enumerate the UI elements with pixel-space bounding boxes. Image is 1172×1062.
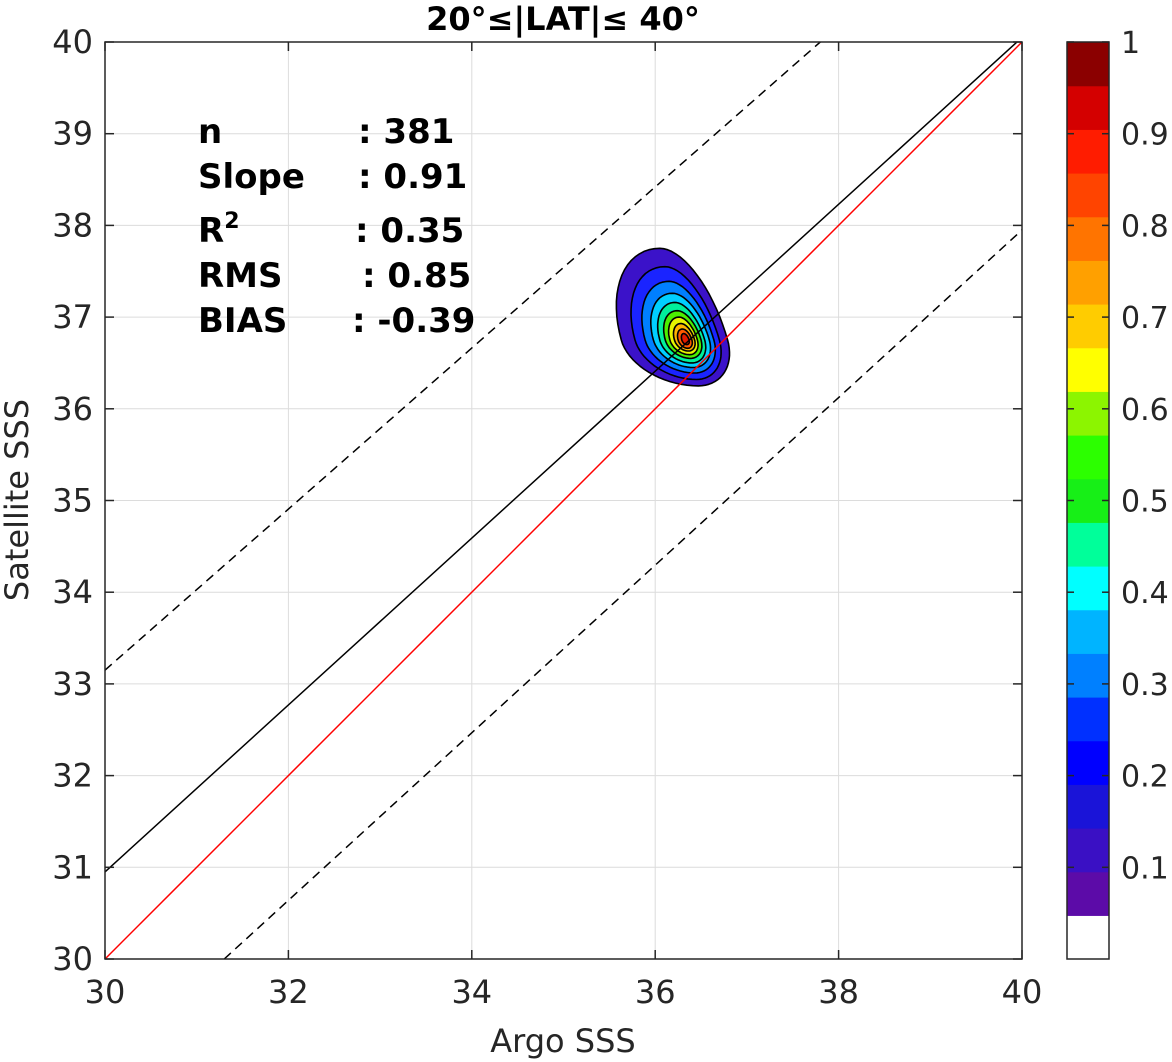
colorbar-segment	[1067, 216, 1109, 261]
stat-label: BIAS	[198, 301, 287, 341]
y-tick-label: 40	[52, 23, 93, 61]
colorbar-segment	[1067, 347, 1109, 392]
x-tick-label: 34	[451, 973, 492, 1011]
y-tick-label: 37	[52, 298, 93, 336]
x-tick-label: 32	[268, 973, 309, 1011]
colorbar-tick-label: 0.2	[1121, 760, 1169, 795]
colorbar-tick-label: 1	[1121, 26, 1140, 61]
x-tick-label: 40	[1002, 973, 1043, 1011]
stat-value: : 0.91	[358, 157, 467, 197]
colorbar-segment	[1067, 740, 1109, 785]
y-tick-label: 32	[52, 757, 93, 795]
colorbar-segment	[1067, 435, 1109, 480]
colorbar-segment	[1067, 828, 1109, 873]
colorbar-segment	[1067, 304, 1109, 349]
colorbar-segment	[1067, 915, 1109, 960]
one-to-one-line	[105, 42, 1022, 959]
colorbar-tick-label: 0.5	[1121, 485, 1169, 520]
colorbar-segment	[1067, 260, 1109, 305]
regression-line	[105, 42, 1019, 873]
colorbar-segment	[1067, 653, 1109, 698]
y-tick-label: 33	[52, 665, 93, 703]
colorbar-tick-label: 0.7	[1121, 301, 1169, 336]
colorbar: 0.1 0.2 0.3 0.4 0.5 0.6 0.7 0.8 0.9 1	[1066, 26, 1169, 960]
y-tick-label: 39	[52, 115, 93, 153]
density-contours	[615, 247, 731, 387]
lower-bound-line	[223, 229, 1022, 959]
stat-label-superscript: 2	[224, 209, 239, 234]
stat-value: : 381	[358, 112, 454, 152]
chart-title: 20°≤|LAT|≤ 40°	[426, 0, 700, 39]
colorbar-segment	[1067, 871, 1109, 916]
colorbar-segment	[1067, 522, 1109, 567]
grid-lines	[105, 42, 1022, 959]
stat-label: RMS	[198, 256, 283, 296]
x-tick-label: 38	[818, 973, 859, 1011]
stat-value: : -0.39	[352, 301, 475, 341]
y-tick-label: 38	[52, 206, 93, 244]
y-tick-label: 36	[52, 390, 93, 428]
colorbar-segment	[1067, 173, 1109, 218]
y-tick-label: 31	[52, 848, 93, 886]
y-axis-label: Satellite SSS	[0, 399, 36, 601]
upper-bound-line	[105, 42, 821, 671]
y-tick-label: 30	[52, 940, 93, 978]
y-tick-label: 35	[52, 482, 93, 520]
colorbar-segment	[1067, 85, 1109, 130]
stat-label: n	[198, 112, 222, 152]
x-axis-label: Argo SSS	[490, 1022, 635, 1060]
stat-value: : 0.85	[362, 256, 471, 296]
colorbar-tick-label: 0.4	[1121, 576, 1169, 611]
colorbar-tick-label: 0.9	[1121, 118, 1169, 153]
x-tick-label: 30	[85, 973, 126, 1011]
colorbar-segment	[1067, 566, 1109, 611]
colorbar-segment	[1067, 391, 1109, 436]
colorbar-tick-label: 0.8	[1121, 209, 1169, 244]
reference-lines	[105, 42, 1022, 959]
colorbar-tick-label: 0.1	[1121, 851, 1169, 886]
axis-ticks: 30 32 34 36 38 40 30 31 32 33 34 35 36 37 38 39 40	[52, 23, 1042, 1011]
stat-value: : 0.35	[355, 211, 464, 251]
colorbar-segment	[1067, 42, 1109, 87]
x-tick-label: 36	[635, 973, 676, 1011]
stat-label: Slope	[198, 157, 305, 197]
colorbar-segment	[1067, 697, 1109, 742]
colorbar-tick-label: 0.6	[1121, 393, 1169, 428]
colorbar-tick-label: 0.3	[1121, 668, 1169, 703]
y-tick-label: 34	[52, 573, 93, 611]
colorbar-segment	[1067, 784, 1109, 829]
colorbar-segment	[1067, 609, 1109, 654]
colorbar-segment	[1067, 129, 1109, 174]
